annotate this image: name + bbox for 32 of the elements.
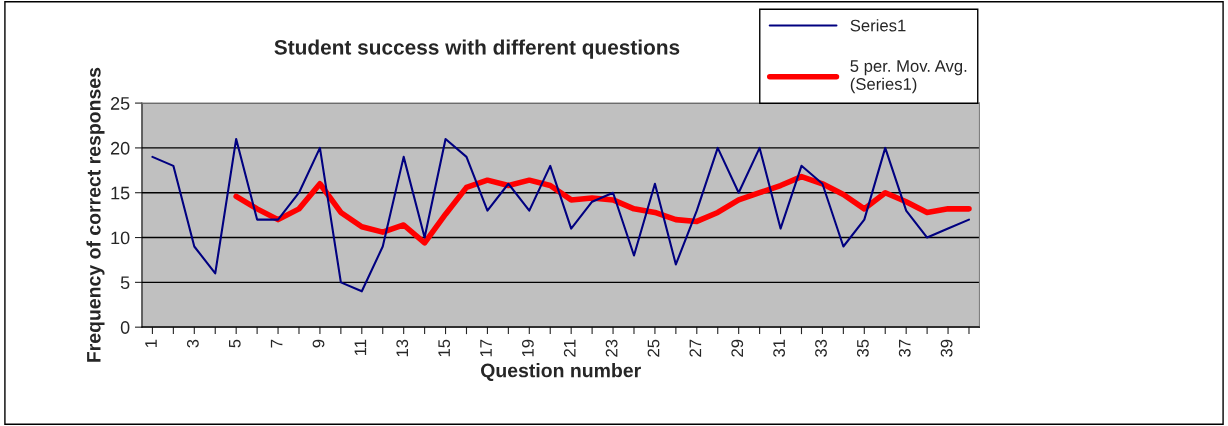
chart-title: Student success with different questions [274,39,680,59]
x-tick-label: 37 [898,339,911,357]
y-axis-title: Frequency of correct responses [86,67,105,362]
x-tick-label: 29 [731,339,744,357]
y-tick-label: 10 [111,231,130,245]
y-tick-label: 0 [120,321,130,334]
y-tick-label: 5 [120,276,130,290]
x-tick-label: 9 [312,339,325,348]
x-tick-label: 27 [689,339,702,357]
x-tick-label: 21 [563,339,576,357]
x-tick-label: 11 [354,339,367,356]
x-tick-label: 19 [521,339,534,357]
x-tick-label: 23 [605,339,618,357]
x-tick-label: 3 [186,339,199,348]
x-tick-label: 13 [396,339,409,357]
legend-label: 5 per. Mov. Avg. (Series1) [850,60,967,94]
x-axis-title: Question number [481,363,641,381]
x-tick-label: 1 [145,339,157,347]
x-tick-label: 5 [229,339,241,348]
y-tick-label: 15 [111,186,130,200]
legend-label: Series1 [850,19,906,32]
x-tick-label: 17 [480,339,492,357]
x-tick-label: 35 [856,339,869,357]
x-tick-label: 39 [940,339,953,357]
line-series [151,137,971,293]
x-tick-label: 15 [438,339,451,357]
x-tick-label: 31 [773,339,786,357]
y-tick-label: 20 [110,141,130,155]
x-tick-label: 33 [815,339,827,357]
y-tick-label: 25 [110,97,130,110]
x-tick-label: 7 [270,339,283,348]
x-tick-label: 25 [647,339,660,357]
